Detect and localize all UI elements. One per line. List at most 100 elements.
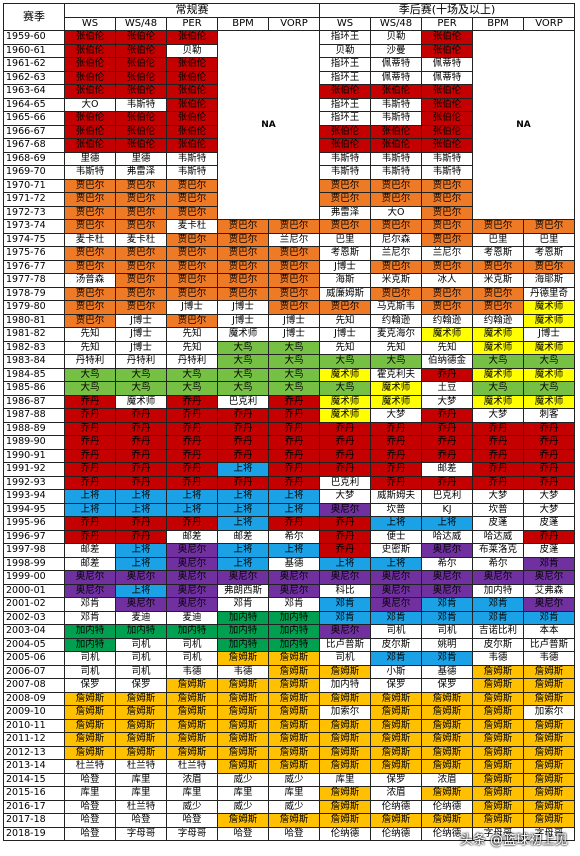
table-row: 1964-65 大O 韦斯特 张伯伦 指环王 韦斯特 张伯伦	[3, 97, 575, 112]
player-cell: 奥尼尔	[319, 570, 371, 585]
player-cell: 姚明	[421, 637, 473, 652]
player-cell: 上将	[268, 489, 320, 504]
player-cell: 乔丹	[319, 543, 371, 558]
player-cell: 贾巴尔	[268, 286, 320, 301]
player-cell: 库里	[64, 786, 116, 801]
player-cell: 库里	[217, 786, 269, 801]
player-cell: KJ	[421, 502, 473, 517]
player-cell: 魔术师	[523, 340, 575, 355]
player-cell: 张伯伦	[421, 30, 473, 45]
player-cell: 张伯伦	[421, 84, 473, 99]
season-cell: 2003-04	[3, 624, 65, 639]
player-cell: 乔丹	[268, 408, 320, 423]
player-cell: 基德	[421, 664, 473, 679]
player-cell: 詹姆斯	[523, 813, 575, 828]
player-cell: 韦斯特	[421, 165, 473, 180]
table-row: 1969-70 韦斯特 弗雷泽 韦斯特 韦斯特 韦斯特 韦斯特	[3, 165, 575, 180]
player-cell: 哈登	[166, 813, 218, 828]
player-cell: 司机	[64, 664, 116, 679]
player-cell: 浓眉	[166, 772, 218, 787]
table-row: 1990-91 乔丹 乔丹 乔丹 乔丹 乔丹 乔丹 乔丹 乔丹 乔丹 乔丹	[3, 448, 575, 463]
player-cell: 大鸟	[115, 381, 167, 396]
player-cell: 冰人	[421, 273, 473, 288]
player-cell: 大鸟	[268, 354, 320, 369]
player-cell: 魔术师	[523, 394, 575, 409]
player-cell: 沙曼	[370, 43, 422, 58]
player-cell: 米克斯	[472, 273, 524, 288]
player-cell: 上将	[268, 543, 320, 558]
season-cell: 2010-11	[3, 718, 65, 733]
player-cell: 乔丹	[115, 448, 167, 463]
player-cell: 张伯伦	[64, 30, 116, 45]
col-header-per: PER	[421, 16, 473, 31]
player-cell: 先知	[166, 340, 218, 355]
player-cell: 加内特	[268, 610, 320, 625]
season-cell: 1967-68	[3, 138, 65, 153]
season-cell: 2009-10	[3, 705, 65, 720]
player-cell: 詹姆斯	[472, 732, 524, 747]
table-body: 1959-60 张伯伦 张伯伦 张伯伦 NA 指环王 贝勒 张伯伦 NA 1960-61 张伯伦 张伯…	[3, 30, 575, 841]
player-cell: 米克斯	[370, 273, 422, 288]
player-cell: 张伯伦	[115, 84, 167, 99]
player-cell: 邮差	[64, 556, 116, 571]
player-cell: 乔丹	[268, 462, 320, 477]
player-cell: 大梦	[472, 489, 524, 504]
player-cell: J博士	[115, 340, 167, 355]
player-cell: 张伯伦	[115, 111, 167, 126]
player-cell: 布莱洛克	[472, 543, 524, 558]
season-cell: 1988-89	[3, 421, 65, 436]
player-cell: 麦克海尔	[370, 327, 422, 342]
player-cell: 贾巴尔	[166, 259, 218, 274]
player-cell: 乔丹	[166, 516, 218, 531]
player-cell: 丹德里奇	[523, 286, 575, 301]
player-cell: 乔丹	[523, 475, 575, 490]
player-cell: 詹姆斯	[370, 732, 422, 747]
season-cell: 1974-75	[3, 232, 65, 247]
player-cell: 司机	[166, 651, 218, 666]
player-cell: 乔丹	[64, 529, 116, 544]
player-cell: 乔丹	[421, 421, 473, 436]
player-cell: 魔术师	[523, 367, 575, 382]
player-cell: 伦纳德	[370, 799, 422, 814]
player-cell: 詹姆斯	[370, 691, 422, 706]
player-cell: 麦迪	[115, 610, 167, 625]
player-cell: 詹姆斯	[370, 718, 422, 733]
player-cell: 乔丹	[268, 394, 320, 409]
player-cell: 佩蒂特	[370, 70, 422, 85]
player-cell: 海斯	[319, 273, 371, 288]
player-cell: 魔术师	[319, 367, 371, 382]
player-cell: 詹姆斯	[268, 718, 320, 733]
player-cell: 弗雷泽	[319, 205, 371, 220]
player-cell: 詹姆斯	[166, 732, 218, 747]
player-cell: 大鸟	[217, 381, 269, 396]
na-cell: NA	[217, 30, 320, 220]
table-row: 1967-68 张伯伦 张伯伦 张伯伦 张伯伦 张伯伦 张伯伦	[3, 138, 575, 153]
player-cell: 贾巴尔	[166, 313, 218, 328]
playoff-header: 季后赛(十场及以上)	[319, 3, 575, 18]
col-header-ws: WS	[319, 16, 371, 31]
season-cell: 1986-87	[3, 394, 65, 409]
player-cell: 张伯伦	[115, 57, 167, 72]
player-cell: 贾巴尔	[217, 232, 269, 247]
season-cell: 2006-07	[3, 664, 65, 679]
player-cell: 邓肯	[370, 610, 422, 625]
player-cell: 贾巴尔	[166, 246, 218, 261]
player-cell: 坎普	[472, 502, 524, 517]
player-cell: 邓肯	[268, 597, 320, 612]
player-cell: 上将	[115, 556, 167, 571]
player-cell: 哈登	[64, 772, 116, 787]
table-row: 1981-82 先知 J博士 先知 魔术师 J博士 J博士 麦克海尔 魔术师 魔术师 J博士	[3, 327, 575, 342]
player-cell: 考恩斯	[472, 246, 524, 261]
player-cell: 大鸟	[166, 367, 218, 382]
player-cell: 哈登	[268, 826, 320, 841]
player-cell: 指环王	[319, 70, 371, 85]
player-cell: 约翰逊	[421, 313, 473, 328]
player-cell: 加索尔	[319, 705, 371, 720]
player-cell: 先知	[64, 327, 116, 342]
table-row: 1978-79 贾巴尔 贾巴尔 贾巴尔 贾巴尔 贾巴尔 威廉姆斯 贾巴尔 贾巴尔 贾巴尔 丹德里奇	[3, 286, 575, 301]
season-cell: 2008-09	[3, 691, 65, 706]
season-cell: 1984-85	[3, 367, 65, 382]
player-cell: 贾巴尔	[217, 259, 269, 274]
table-row: 2017-18 哈登 哈登 哈登 詹姆斯 詹姆斯 詹姆斯 詹姆斯 詹姆斯 詹姆斯 詹姆斯	[3, 813, 575, 828]
player-cell: 贾巴尔	[268, 246, 320, 261]
